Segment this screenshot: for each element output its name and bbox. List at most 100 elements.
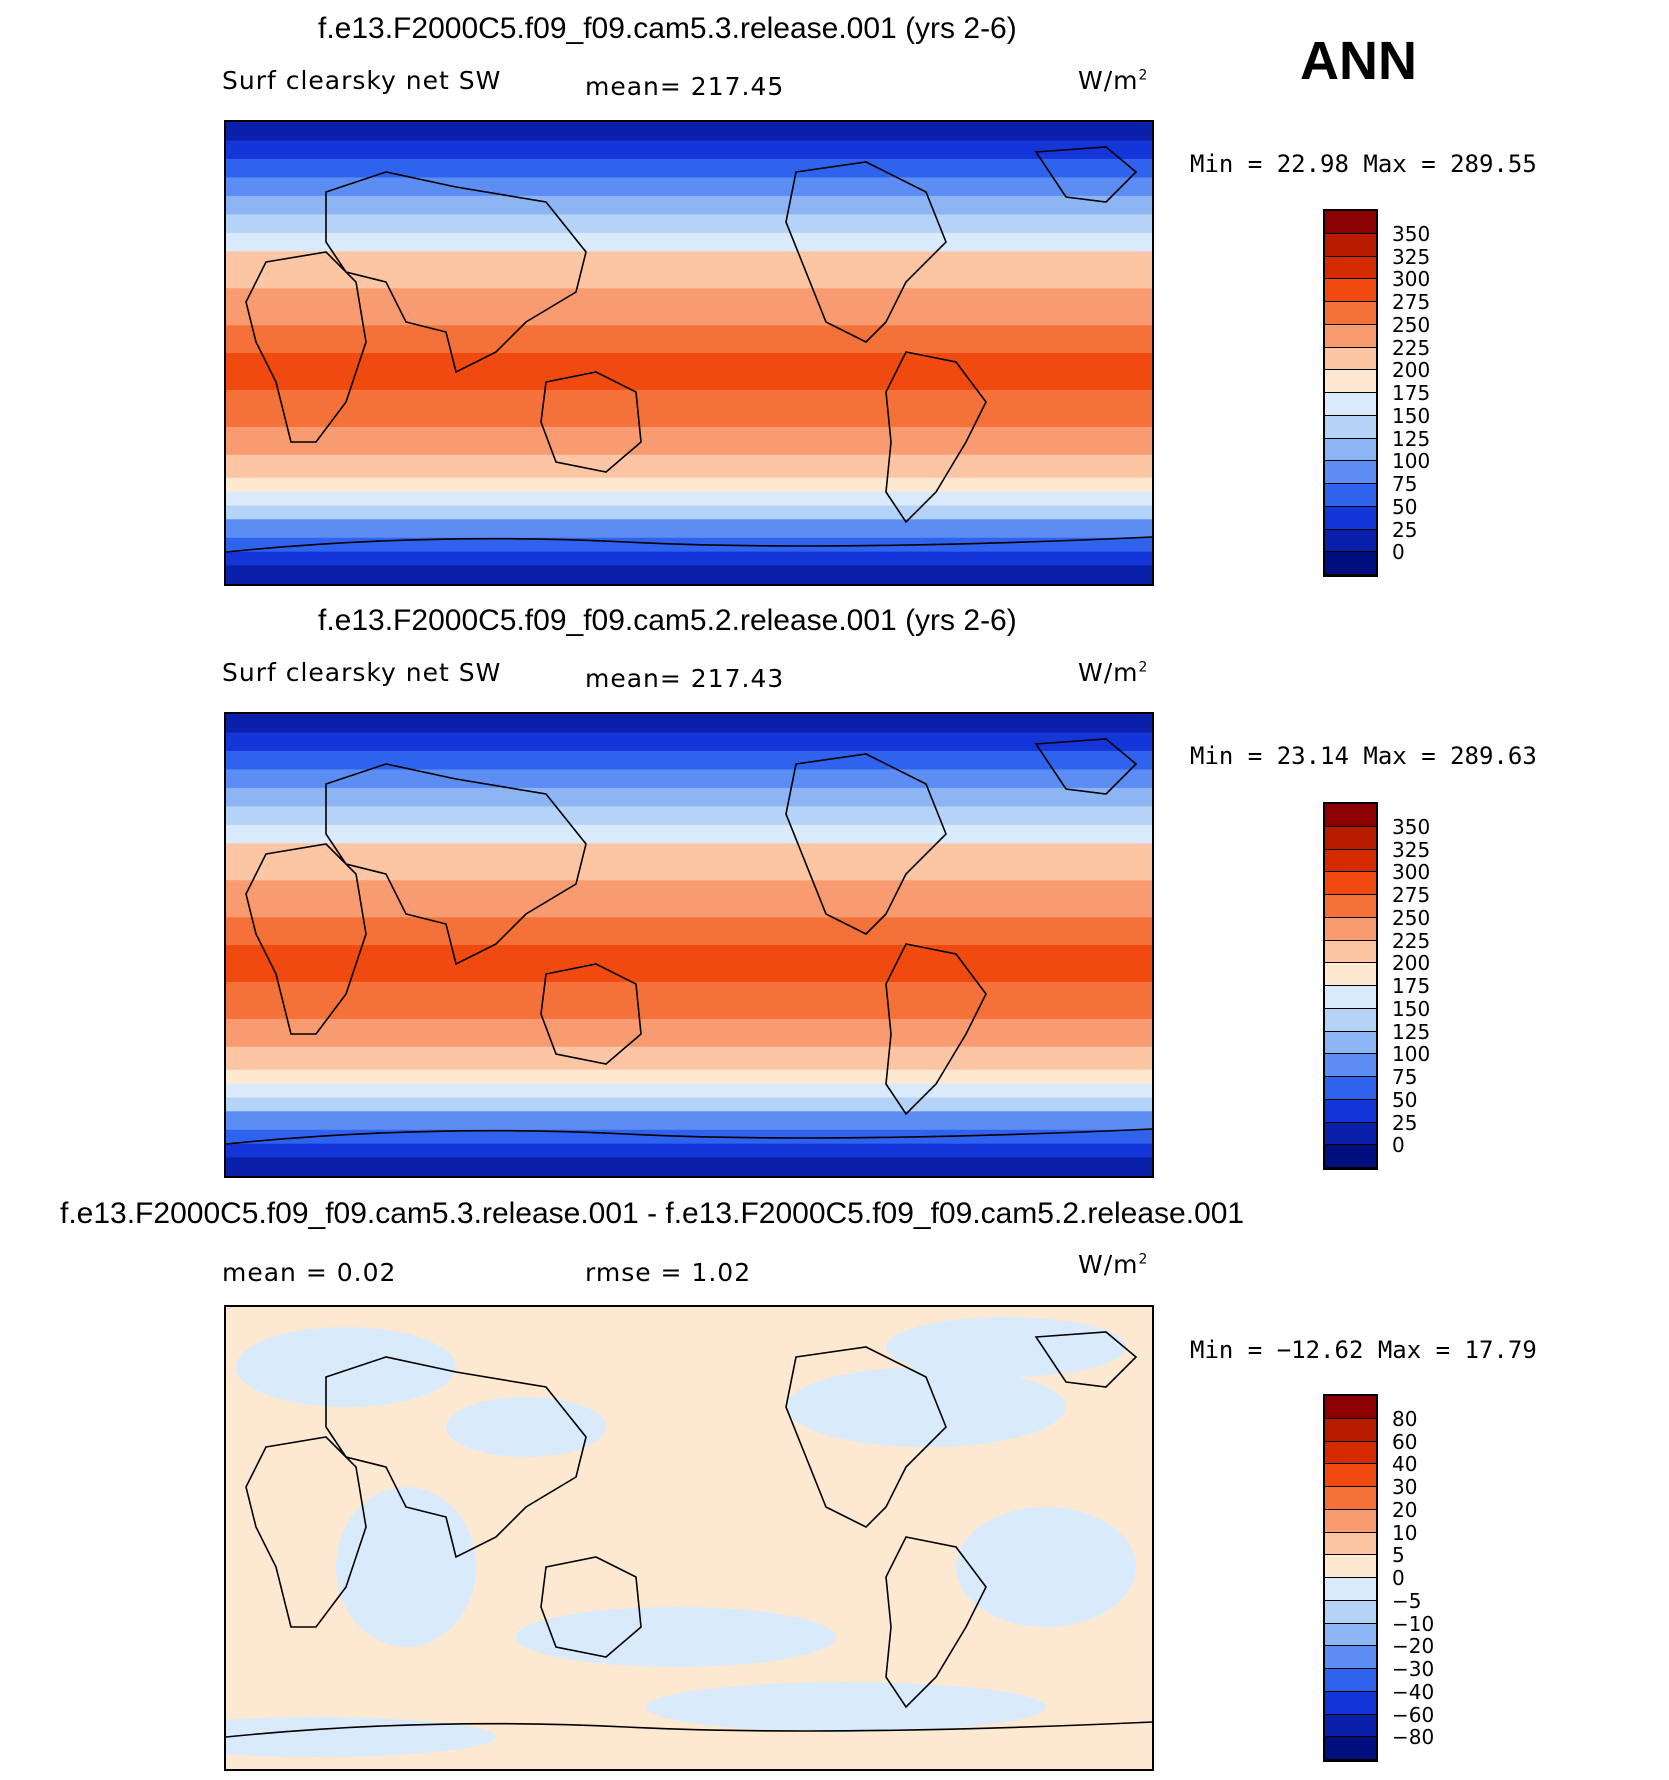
colorbar-tick-label: 275: [1392, 290, 1431, 314]
colorbar-tick-label: −10: [1392, 1611, 1435, 1636]
colorbar-tick-label: 225: [1392, 928, 1431, 953]
colorbar-tick-label: 325: [1392, 244, 1431, 269]
colorbar-swatch: [1325, 986, 1376, 1009]
colorbar-tick-label: 300: [1392, 860, 1431, 885]
colorbar-swatch: [1325, 1532, 1376, 1556]
colorbar-swatch: [1325, 1396, 1376, 1419]
colorbar-tick-label: 25: [1392, 517, 1418, 542]
colorbar-swatch: [1325, 1099, 1376, 1123]
panel-1-minmax: Min = 22.98 Max = 289.55: [1190, 150, 1537, 178]
colorbar-swatch: [1325, 804, 1376, 827]
colorbar-swatch: [1325, 1509, 1376, 1533]
colorbar-tick-label: 25: [1392, 1110, 1418, 1135]
colorbar-tick-label: −60: [1392, 1702, 1435, 1727]
panel-2-minmax: Min = 23.14 Max = 289.63: [1190, 742, 1537, 770]
colorbar-swatch: [1325, 1737, 1376, 1760]
colorbar-tick-label: 60: [1392, 1429, 1418, 1454]
colorbar-tick-label: 350: [1392, 221, 1431, 246]
colorbar-swatch: [1325, 826, 1376, 850]
panel-3-title: f.e13.F2000C5.f09_f09.cam5.3.release.001…: [60, 1197, 1245, 1230]
colorbar-tick-label: 5: [1392, 1543, 1405, 1568]
colorbar-swatch: [1325, 1691, 1376, 1715]
colorbar-swatch: [1325, 1122, 1376, 1146]
colorbar-tick-label: 100: [1392, 1042, 1431, 1067]
panel-2-map: [224, 712, 1154, 1178]
colorbar-tick-label: 125: [1392, 426, 1431, 451]
colorbar-swatch: [1325, 940, 1376, 964]
panel-1-map: [224, 120, 1154, 586]
colorbar-swatch: [1325, 1008, 1376, 1032]
colorbar-tick-label: −20: [1392, 1634, 1435, 1659]
panel-2-title: f.e13.F2000C5.f09_f09.cam5.2.release.001…: [318, 604, 1017, 637]
colorbar-tick-label: 0: [1392, 1133, 1405, 1158]
colorbar-swatch: [1325, 1600, 1376, 1624]
colorbar-swatch: [1325, 1714, 1376, 1738]
colorbar-tick-label: 300: [1392, 267, 1431, 292]
panel-1-variable-label: Surf clearsky net SW: [222, 66, 502, 95]
colorbar-swatch: [1325, 1054, 1376, 1077]
colorbar-tick-label: 100: [1392, 449, 1431, 474]
panel-3-map: [224, 1305, 1154, 1771]
colorbar-tick-label: 75: [1392, 472, 1418, 496]
panel-3-mean-label: mean = 0.02: [222, 1258, 397, 1287]
colorbar-tick-label: 80: [1392, 1406, 1418, 1431]
colorbar-tick-label: 125: [1392, 1019, 1431, 1044]
colorbar-tick-label: 350: [1392, 814, 1431, 839]
colorbar-tick-label: 200: [1392, 358, 1431, 383]
panel-1-units: W/m2: [1078, 66, 1149, 95]
colorbar-swatch: [1325, 895, 1376, 918]
colorbar-swatch: [1325, 1646, 1376, 1669]
colorbar-swatch: [1325, 506, 1376, 530]
colorbar-swatch: [1325, 393, 1376, 416]
colorbar-swatch: [1325, 1623, 1376, 1647]
colorbar-swatch: [1325, 438, 1376, 462]
colorbar-swatch: [1325, 302, 1376, 325]
colorbar-tick-label: −40: [1392, 1679, 1435, 1704]
panel-1-title: f.e13.F2000C5.f09_f09.cam5.3.release.001…: [318, 12, 1017, 45]
colorbar-tick-label: 0: [1392, 1566, 1405, 1590]
colorbar-swatch: [1325, 1464, 1376, 1487]
colorbar-swatch: [1325, 256, 1376, 280]
colorbar-tick-label: 0: [1392, 540, 1405, 565]
panel-3-minmax: Min = −12.62 Max = 17.79: [1190, 1336, 1537, 1364]
colorbar-tick-label: 150: [1392, 403, 1431, 428]
colorbar-swatch: [1325, 233, 1376, 257]
colorbar-swatch: [1325, 1578, 1376, 1601]
colorbar-tick-label: 275: [1392, 883, 1431, 907]
colorbar-swatch: [1325, 917, 1376, 941]
colorbar-tick-label: 250: [1392, 312, 1431, 337]
colorbar-tick-label: 150: [1392, 996, 1431, 1021]
colorbar-tick-label: 50: [1392, 1087, 1418, 1112]
colorbar-tick-label: 30: [1392, 1475, 1418, 1499]
colorbar-tick-label: −5: [1392, 1588, 1422, 1613]
colorbar-tick-label: 175: [1392, 974, 1431, 998]
colorbar-swatch: [1325, 370, 1376, 393]
colorbar-tick-label: 250: [1392, 905, 1431, 930]
panel-2-variable-label: Surf clearsky net SW: [222, 658, 502, 687]
colorbar-tick-label: 20: [1392, 1497, 1418, 1522]
colorbar-tick-label: 75: [1392, 1065, 1418, 1089]
colorbar-swatch: [1325, 1145, 1376, 1168]
panel-2-colorbar: [1323, 802, 1378, 1170]
panel-1-colorbar: [1323, 209, 1378, 577]
colorbar-tick-label: 10: [1392, 1520, 1418, 1545]
colorbar-swatch: [1325, 484, 1376, 507]
colorbar-swatch: [1325, 1669, 1376, 1692]
colorbar-tick-label: 325: [1392, 837, 1431, 862]
colorbar-swatch: [1325, 529, 1376, 553]
colorbar-swatch: [1325, 461, 1376, 484]
panel-3-units: W/m2: [1078, 1250, 1149, 1279]
colorbar-swatch: [1325, 415, 1376, 439]
colorbar-swatch: [1325, 1441, 1376, 1465]
colorbar-tick-label: −30: [1392, 1657, 1435, 1681]
colorbar-tick-label: 200: [1392, 951, 1431, 976]
colorbar-swatch: [1325, 1077, 1376, 1100]
colorbar-swatch: [1325, 1418, 1376, 1442]
colorbar-swatch: [1325, 279, 1376, 302]
colorbar-tick-label: 50: [1392, 494, 1418, 519]
season-label: ANN: [1300, 31, 1417, 91]
colorbar-swatch: [1325, 849, 1376, 873]
colorbar-tick-label: −80: [1392, 1725, 1435, 1750]
colorbar-tick-label: 175: [1392, 381, 1431, 405]
panel-1-mean-label: mean= 217.45: [585, 72, 785, 101]
